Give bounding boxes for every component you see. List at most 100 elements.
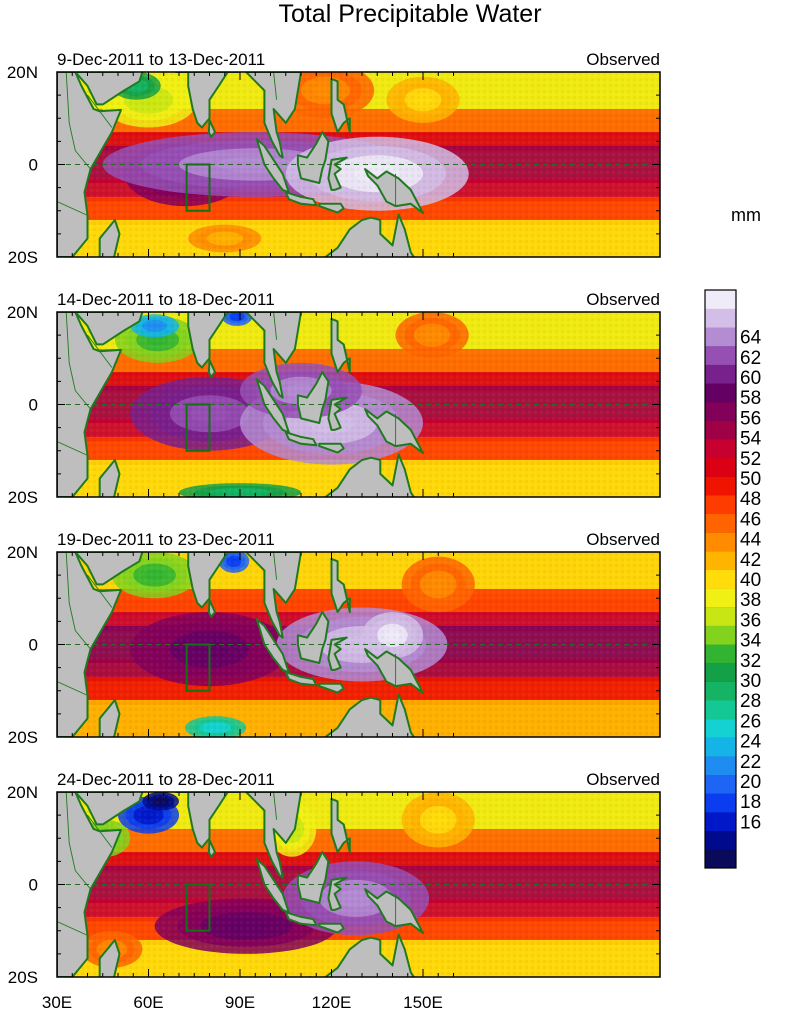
- lat-tick-label: 20S: [8, 968, 38, 987]
- panel-period-label: 14-Dec-2011 to 18-Dec-2011: [57, 290, 275, 309]
- colorbar-swatch: [705, 495, 736, 515]
- lat-tick-label: 0: [29, 396, 38, 415]
- panel-source-label: Observed: [586, 290, 660, 309]
- land-indiaSE: [174, 312, 241, 369]
- land-indiaSE: [174, 552, 241, 609]
- colorbar-swatch: [705, 308, 736, 328]
- units-label: mm: [731, 205, 761, 225]
- land-phil: [330, 317, 351, 374]
- colorbar-swatch: [705, 606, 736, 626]
- colorbar-swatch: [705, 439, 736, 459]
- colorbar-tick-label: 30: [740, 671, 761, 692]
- colorbar-tick-label: 52: [740, 449, 761, 470]
- land-layer: [57, 552, 424, 737]
- land-madagascar: [98, 459, 121, 497]
- land-sunda: [318, 922, 345, 934]
- tpw-field-map: [57, 312, 660, 497]
- land-java: [284, 671, 318, 687]
- colorbar: 1618202224262830323436384042444648505254…: [704, 289, 762, 869]
- lat-tick-label: 20N: [7, 783, 38, 802]
- tpw-field-map: [57, 792, 660, 977]
- land-australia: [309, 213, 416, 257]
- land-phil: [330, 77, 351, 134]
- colorbar-swatch: [705, 700, 736, 720]
- colorbar-tick-label: 36: [740, 610, 761, 631]
- tpw-field-map: [57, 552, 660, 737]
- figure-title: Total Precipitable Water: [278, 0, 541, 28]
- colorbar-tick-label: 28: [740, 691, 761, 712]
- colorbar-swatch: [705, 364, 736, 384]
- colorbar-tick-label: 58: [740, 388, 761, 409]
- colorbar-swatch: [705, 793, 736, 813]
- colorbar-swatch: [705, 569, 736, 589]
- colorbar-swatch: [705, 830, 736, 850]
- colorbar-tick-label: 40: [740, 570, 761, 591]
- land-sumatra: [255, 858, 290, 914]
- land-srilanka: [207, 839, 216, 858]
- land-indochina: [245, 72, 302, 159]
- panel-source-label: Observed: [586, 530, 660, 549]
- land-sunda: [318, 442, 345, 454]
- colorbar-tick-label: 54: [740, 429, 762, 450]
- lon-axis-labels: 30E 60E 90E 120E 150E: [42, 993, 443, 1012]
- land-srilanka: [207, 359, 216, 378]
- colorbar-swatch: [705, 513, 736, 533]
- colorbar-swatch: [705, 383, 736, 403]
- panel-1: 9-Dec-2011 to 13-Dec-2011 Observed 20N 0 20S: [7, 50, 661, 267]
- colorbar-frame: [704, 289, 737, 869]
- country-border: [87, 814, 113, 848]
- land-java: [284, 431, 318, 447]
- lat-tick-label: 20N: [7, 303, 38, 322]
- colorbar-tick-label: 50: [740, 469, 761, 490]
- country-border: [65, 72, 91, 170]
- colorbar-swatch: [705, 551, 736, 570]
- land-sunda: [318, 682, 345, 694]
- colorbar-swatch: [705, 774, 736, 794]
- land-arabia: [74, 792, 144, 826]
- panel-2: 14-Dec-2011 to 18-Dec-2011 Observed 20N 0 20…: [7, 290, 661, 507]
- country-border: [65, 552, 91, 650]
- colorbar-tick-label: 26: [740, 711, 761, 732]
- colorbar-tick-label: 24: [740, 732, 762, 753]
- lon-tick-label: 90E: [225, 993, 255, 1012]
- land-sumatra: [255, 618, 290, 674]
- lat-tick-label: 20S: [8, 728, 38, 747]
- country-border: [273, 552, 278, 580]
- land-australia: [309, 933, 416, 977]
- land-indochina: [245, 552, 302, 639]
- country-border: [273, 792, 278, 820]
- lat-tick-label: 20S: [8, 248, 38, 267]
- land-sunda: [318, 202, 345, 214]
- country-border: [57, 921, 88, 936]
- land-layer: [57, 312, 424, 497]
- panel-4: 24-Dec-2011 to 28-Dec-2011 Observed 20N 0 20…: [7, 770, 661, 987]
- colorbar-swatch: [705, 849, 736, 869]
- colorbar-tick-label: 44: [740, 530, 762, 551]
- colorbar-swatch: [705, 290, 736, 309]
- colorbar-swatch: [705, 476, 736, 496]
- colorbar-tick-label: 64: [740, 328, 762, 349]
- colorbar-swatch: [705, 681, 736, 701]
- land-indochina: [245, 792, 302, 879]
- country-border: [87, 574, 113, 608]
- panel-period-label: 19-Dec-2011 to 23-Dec-2011: [57, 530, 275, 549]
- lon-tick-label: 150E: [403, 993, 443, 1012]
- land-sulawesi: [327, 396, 348, 431]
- country-border: [57, 441, 88, 456]
- panel-source-label: Observed: [586, 770, 660, 789]
- land-arabia: [74, 552, 144, 586]
- land-newguinea: [364, 408, 424, 455]
- land-newguinea: [364, 168, 424, 215]
- lat-tick-label: 20S: [8, 488, 38, 507]
- colorbar-swatch: [705, 345, 736, 365]
- country-border: [273, 312, 278, 340]
- colorbar-swatch: [705, 718, 736, 738]
- colorbar-swatch: [705, 812, 736, 832]
- land-newguinea: [364, 888, 424, 935]
- colorbar-tick-label: 32: [740, 651, 761, 672]
- colorbar-swatch: [705, 644, 736, 664]
- colorbar-tick-label: 48: [740, 489, 761, 510]
- colorbar-tick-label: 20: [740, 772, 761, 793]
- land-srilanka: [207, 599, 216, 618]
